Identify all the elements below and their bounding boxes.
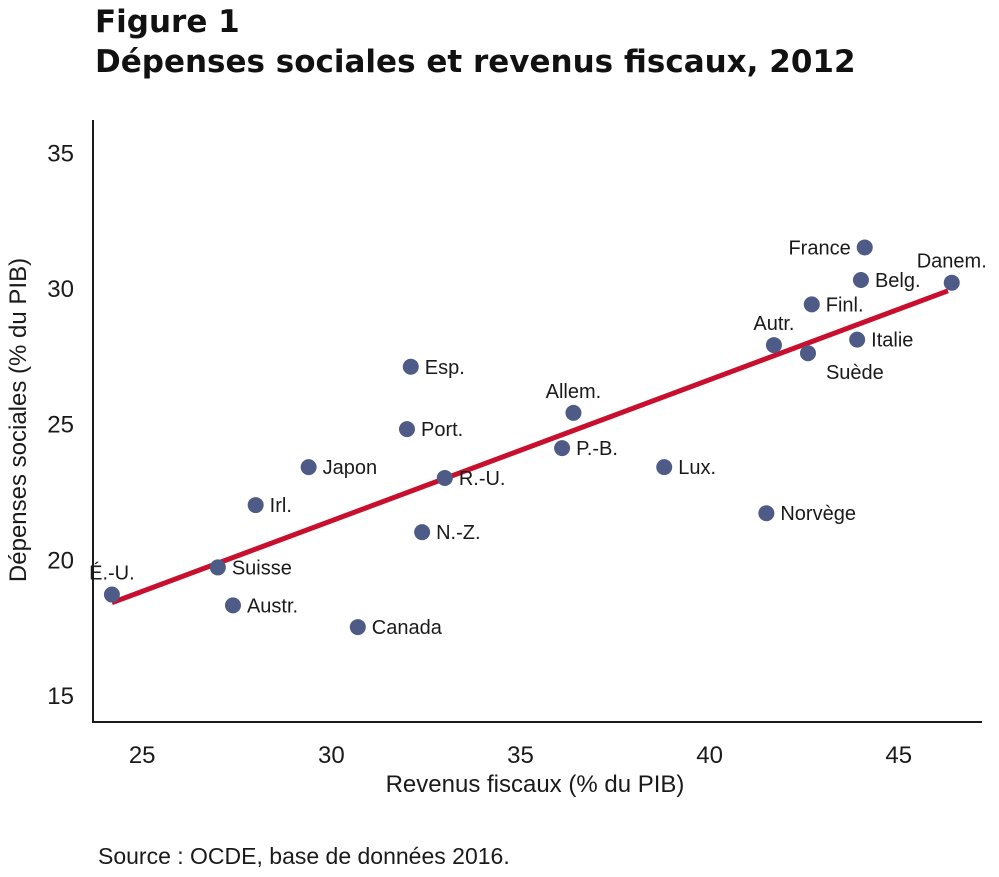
y-tick-label: 15: [47, 683, 74, 710]
x-tick-label: 30: [318, 742, 345, 769]
point-label: Austr.: [247, 595, 298, 617]
x-tick-label: 40: [696, 742, 723, 769]
point-label: É.-U.: [89, 562, 135, 585]
data-point: [849, 331, 866, 348]
trendline: [111, 288, 949, 606]
x-axis-title: Revenus fiscaux (% du PIB): [386, 771, 685, 798]
point-label: Esp.: [425, 357, 465, 379]
data-point: [436, 469, 453, 486]
chart-title: Dépenses sociales et revenus fiscaux, 20…: [95, 44, 856, 80]
data-point: [799, 345, 816, 362]
data-point: [765, 337, 782, 354]
data-point: [402, 358, 419, 375]
data-point: [247, 497, 264, 514]
point-label: France: [788, 237, 850, 259]
data-point: [943, 274, 960, 291]
point-label: P.-B.: [576, 438, 618, 460]
data-point: [758, 505, 775, 522]
x-tick-label: 25: [129, 742, 156, 769]
data-point: [103, 586, 120, 603]
y-tick-label: 20: [47, 547, 74, 574]
data-point: [300, 459, 317, 476]
point-label: Finl.: [826, 294, 864, 316]
point-label: Norvège: [780, 503, 856, 525]
point-label: Lux.: [678, 457, 716, 479]
point-label: R.-U.: [459, 468, 506, 490]
point-label: Autr.: [753, 313, 794, 335]
point-label: Irl.: [270, 495, 292, 517]
point-label: Belg.: [875, 270, 921, 292]
data-point: [856, 239, 873, 256]
point-label: Allem.: [546, 381, 602, 403]
data-point: [224, 597, 241, 614]
data-point: [554, 440, 571, 457]
y-tick-label: 30: [47, 276, 74, 303]
point-label: N.-Z.: [436, 522, 480, 544]
y-tick-label: 25: [47, 412, 74, 439]
point-label: Port.: [421, 419, 463, 441]
point-label: Italie: [871, 330, 913, 352]
x-tick-label: 35: [507, 742, 534, 769]
point-label: Japon: [323, 457, 378, 479]
figure-label: Figure 1: [95, 4, 240, 40]
x-tick-label: 45: [885, 742, 912, 769]
data-point: [565, 404, 582, 421]
data-point: [803, 296, 820, 313]
scatter-chart: 15 20 25 30 35 25 30 35 40 45 Revenus fiscaux (% d…: [5, 120, 987, 798]
y-tick-label: 35: [47, 141, 74, 168]
data-point: [349, 619, 366, 636]
data-point: [398, 421, 415, 438]
data-point: [656, 459, 673, 476]
figure-title: Figure 1 Dépenses sociales et revenus fi…: [95, 2, 856, 82]
point-label: Danem.: [917, 251, 987, 273]
data-point: [209, 559, 226, 576]
point-label: Canada: [372, 617, 443, 639]
point-label: Suède: [826, 362, 884, 384]
y-axis-title: Dépenses sociales (% du PIB): [5, 258, 32, 582]
data-point: [852, 271, 869, 288]
data-point: [414, 524, 431, 541]
point-label: Suisse: [232, 557, 292, 579]
source-note: Source : OCDE, base de données 2016.: [98, 843, 510, 869]
